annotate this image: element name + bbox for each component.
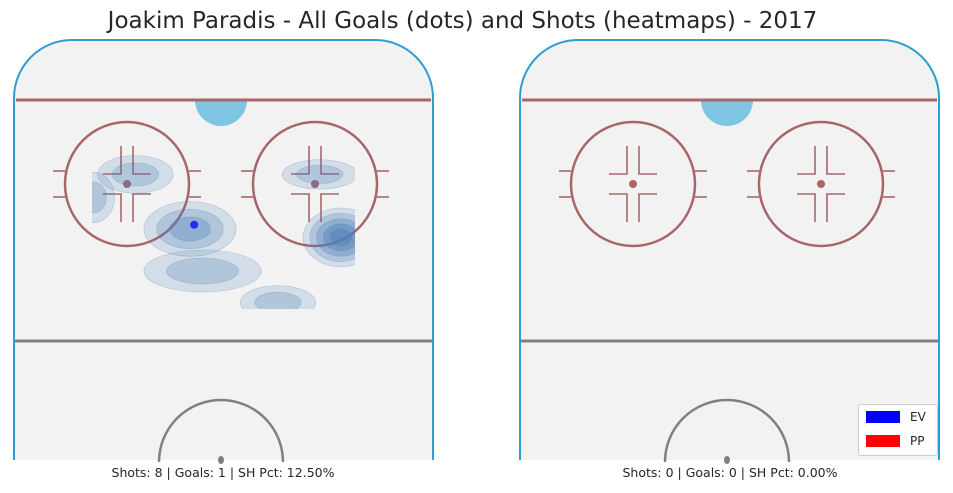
- center-circle: [663, 398, 791, 463]
- heat-blob-3-level-1: [166, 257, 239, 285]
- heat-blob-6-level-4: [329, 228, 352, 247]
- faceoff-dot-left: [123, 180, 131, 188]
- rink-ice: [520, 40, 939, 460]
- heat-blob-2-level-1: [156, 208, 224, 250]
- rink-ice: [14, 40, 433, 460]
- hash-mark-left-0: [609, 146, 628, 175]
- panel-right-caption: Shots: 0 | Goals: 0 | SH Pct: 0.00%: [622, 465, 838, 480]
- heat-blob-0-level-1: [112, 162, 160, 187]
- heat-blob-1-level-1: [92, 181, 107, 214]
- faceoff-circle-left: [569, 120, 697, 248]
- legend-entry-ev: EV: [866, 409, 926, 425]
- heat-blob-6-level-2: [316, 218, 355, 257]
- heat-blob-2-level-2: [169, 216, 211, 242]
- goal-crease: [701, 100, 753, 126]
- legend-label-ev: EV: [910, 410, 926, 424]
- center-dot: [218, 456, 224, 464]
- panel-left-caption: Shots: 8 | Goals: 1 | SH Pct: 12.50%: [111, 465, 335, 480]
- hash-mark-left-0: [103, 146, 122, 175]
- rink-left: [13, 39, 434, 464]
- faceoff-circle-right: [251, 120, 379, 248]
- hash-mark-right-1: [320, 146, 339, 175]
- legend-swatch-ev: [866, 411, 900, 423]
- heat-blob-0-level-0: [97, 155, 174, 194]
- heat-blob-4-level-1: [254, 291, 302, 309]
- heat-blob-3-level-0: [143, 249, 262, 293]
- hash-mark-right-2: [291, 193, 310, 222]
- hash-mark-left-1: [638, 146, 657, 175]
- rink-boards: [13, 39, 434, 460]
- legend-swatch-pp: [866, 435, 900, 447]
- hash-mark-left-3: [638, 193, 657, 222]
- hash-mark-left-3: [132, 193, 151, 222]
- hash-mark-right-0: [797, 146, 816, 175]
- heat-blob-6-level-1: [309, 212, 355, 262]
- faceoff-dot-right: [311, 180, 319, 188]
- hash-mark-right-0: [291, 146, 310, 175]
- hash-mark-left-2: [609, 193, 628, 222]
- heatmap-region: [92, 155, 355, 309]
- heat-blob-6-level-0: [302, 207, 355, 268]
- heat-blob-4-level-0: [239, 285, 316, 309]
- center-dot: [724, 456, 730, 464]
- goal-dot-0: [190, 220, 199, 229]
- faceoff-dot-left: [629, 180, 637, 188]
- heat-blob-6-level-3: [323, 223, 355, 252]
- goal-crease: [195, 100, 247, 126]
- hash-mark-right-3: [320, 193, 339, 222]
- legend-label-pp: PP: [910, 434, 925, 448]
- hash-mark-right-3: [826, 193, 845, 222]
- faceoff-circle-right: [757, 120, 885, 248]
- heat-blob-5-level-0: [281, 159, 355, 190]
- hash-mark-right-2: [797, 193, 816, 222]
- legend: EV PP: [858, 404, 938, 456]
- heat-blob-1-level-0: [92, 172, 115, 223]
- rink-boards: [519, 39, 940, 460]
- faceoff-circle-left: [63, 120, 191, 248]
- hash-mark-left-1: [132, 146, 151, 175]
- rink-right: [519, 39, 940, 464]
- hash-mark-right-1: [826, 146, 845, 175]
- heat-blob-5-level-1: [296, 165, 344, 184]
- faceoff-dot-right: [817, 180, 825, 188]
- hash-mark-left-2: [103, 193, 122, 222]
- center-circle: [157, 398, 285, 463]
- legend-entry-pp: PP: [866, 433, 924, 449]
- heat-blob-2-level-0: [143, 201, 237, 257]
- heatmap: [92, 155, 355, 309]
- chart-title: Joakim Paradis - All Goals (dots) and Sh…: [107, 8, 818, 34]
